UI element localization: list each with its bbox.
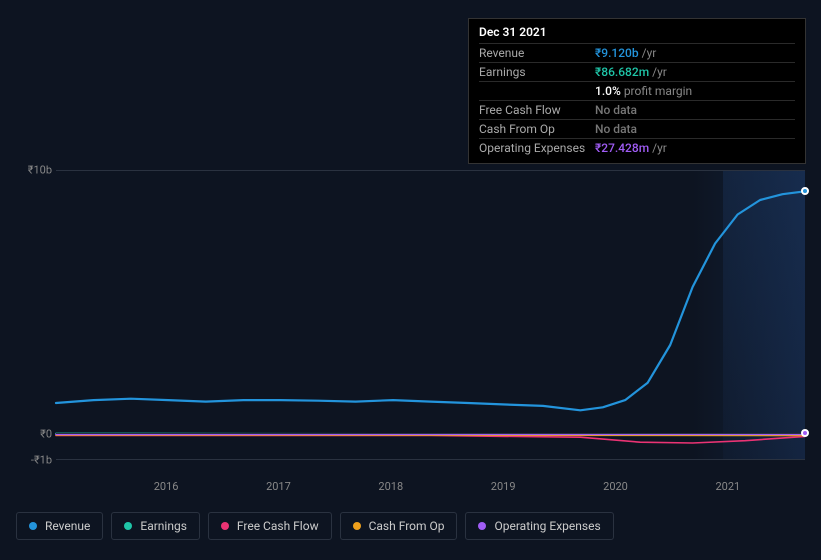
- series-end-marker: [801, 429, 809, 437]
- legend-item[interactable]: Revenue: [16, 512, 103, 540]
- y-axis-labels: ₹10b ₹0 -₹1b: [16, 155, 56, 475]
- tooltip-row-value: No data: [595, 103, 637, 117]
- x-tick-label: 2021: [715, 480, 740, 493]
- legend-dot-icon: [221, 522, 229, 530]
- tooltip-row: Cash From OpNo data: [479, 119, 795, 138]
- legend-item[interactable]: Free Cash Flow: [208, 512, 332, 540]
- legend-item[interactable]: Operating Expenses: [465, 512, 613, 540]
- x-tick-label: 2020: [603, 480, 628, 493]
- tooltip-row: Revenue₹9.120b/yr: [479, 43, 795, 62]
- tooltip-row-value: ₹27.428m/yr: [595, 141, 667, 155]
- tooltip-rows: Revenue₹9.120b/yrEarnings₹86.682m/yr1.0%…: [479, 43, 795, 157]
- x-tick-label: 2018: [378, 480, 403, 493]
- legend-dot-icon: [29, 522, 37, 530]
- y-tick-label: ₹10b: [28, 164, 52, 177]
- tooltip-row-value: No data: [595, 122, 637, 136]
- tooltip-row-label: Operating Expenses: [479, 141, 595, 155]
- tooltip-row-value: ₹86.682m/yr: [595, 65, 667, 79]
- series-end-marker: [801, 187, 809, 195]
- tooltip-row-value: ₹9.120b/yr: [595, 46, 656, 60]
- tooltip-row: 1.0%profit margin: [479, 81, 795, 100]
- legend-label: Free Cash Flow: [237, 519, 319, 533]
- zero-line: [56, 433, 805, 434]
- data-tooltip: Dec 31 2021 Revenue₹9.120b/yrEarnings₹86…: [468, 18, 806, 164]
- legend-dot-icon: [478, 522, 486, 530]
- legend: Revenue Earnings Free Cash Flow Cash From O…: [16, 512, 614, 540]
- x-tick-label: 2016: [154, 480, 179, 493]
- tooltip-row-label: Revenue: [479, 46, 595, 60]
- x-axis-labels: 2016 2017 2018 2019 2020 2021: [56, 480, 805, 500]
- x-tick-label: 2017: [266, 480, 291, 493]
- y-tick-label: ₹0: [40, 427, 52, 440]
- legend-item[interactable]: Earnings: [111, 512, 200, 540]
- tooltip-row: Operating Expenses₹27.428m/yr: [479, 138, 795, 157]
- series-line: [56, 191, 805, 410]
- tooltip-row-label: Earnings: [479, 65, 595, 79]
- y-tick-label: -₹1b: [31, 454, 52, 467]
- legend-label: Operating Expenses: [494, 519, 600, 533]
- plot-region[interactable]: [56, 170, 805, 460]
- legend-label: Earnings: [140, 519, 187, 533]
- legend-item[interactable]: Cash From Op: [340, 512, 458, 540]
- tooltip-date: Dec 31 2021: [479, 25, 795, 43]
- legend-label: Revenue: [45, 519, 90, 533]
- tooltip-row: Earnings₹86.682m/yr: [479, 62, 795, 81]
- tooltip-row-label: Cash From Op: [479, 122, 595, 136]
- tooltip-row-label: [479, 84, 595, 98]
- chart-lines: [56, 171, 805, 459]
- tooltip-row: Free Cash FlowNo data: [479, 100, 795, 119]
- legend-dot-icon: [124, 522, 132, 530]
- legend-label: Cash From Op: [369, 519, 445, 533]
- chart-area: ₹10b ₹0 -₹1b: [16, 155, 805, 475]
- tooltip-row-value: 1.0%profit margin: [595, 84, 692, 98]
- x-tick-label: 2019: [491, 480, 516, 493]
- legend-dot-icon: [353, 522, 361, 530]
- tooltip-row-label: Free Cash Flow: [479, 103, 595, 117]
- series-line: [56, 436, 805, 444]
